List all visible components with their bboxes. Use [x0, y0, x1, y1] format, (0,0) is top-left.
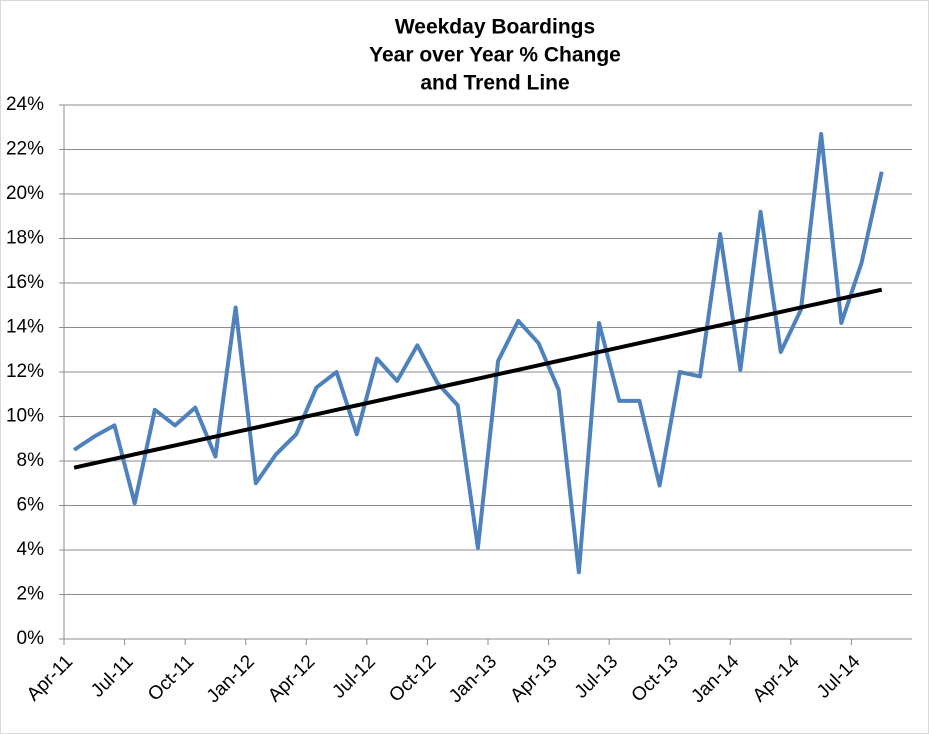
- y-tick-label: 6%: [17, 495, 45, 516]
- y-tick-label: 4%: [17, 539, 45, 560]
- data-line: [72, 131, 884, 575]
- y-tick-label: 22%: [6, 139, 44, 160]
- y-tick-label: 16%: [6, 272, 44, 293]
- y-tick-label: 20%: [6, 183, 44, 204]
- y-tick-label: 18%: [6, 228, 44, 249]
- y-tick-label: 2%: [17, 584, 45, 605]
- y-tick-label: 14%: [6, 317, 44, 338]
- data-line: [73, 287, 883, 470]
- y-tick-label: 24%: [6, 94, 44, 115]
- chart-title: Year over Year % Change: [369, 44, 621, 67]
- y-tick-label: 12%: [6, 361, 44, 382]
- y-tick-label: 8%: [17, 450, 45, 471]
- chart-title: and Trend Line: [420, 72, 569, 95]
- chart-title: Weekday Boardings: [395, 16, 595, 39]
- y-tick-label: 0%: [17, 628, 45, 649]
- y-tick-label: 10%: [6, 406, 44, 427]
